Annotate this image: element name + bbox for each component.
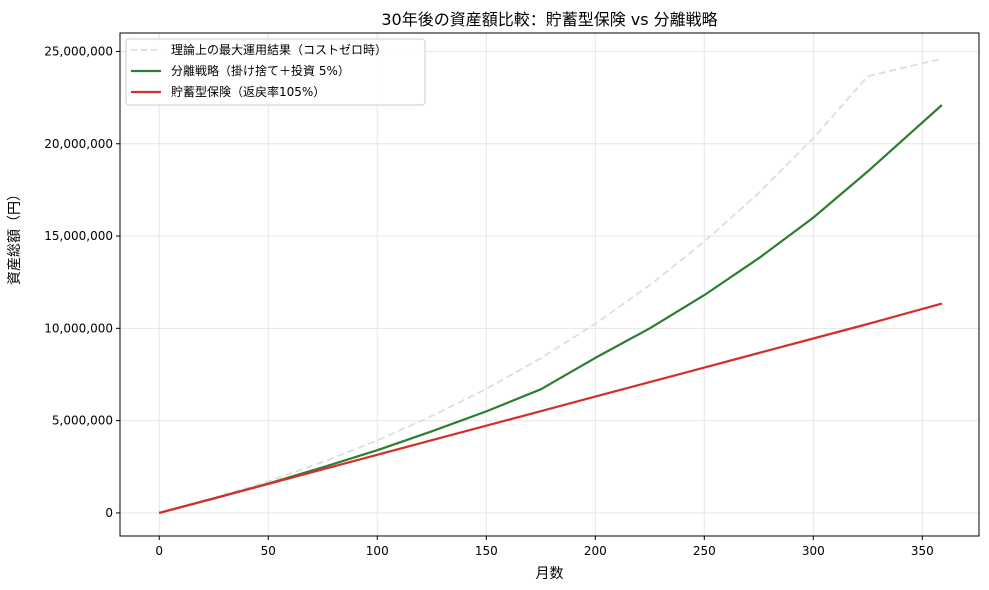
x-axis-label: 月数 (535, 566, 564, 582)
x-tick-label: 200 (584, 544, 607, 558)
y-tick-label: 10,000,000 (44, 321, 113, 335)
y-tick-label: 20,000,000 (44, 137, 113, 151)
x-tick-label: 150 (475, 544, 498, 558)
x-tick-label: 350 (911, 544, 934, 558)
x-tick-label: 100 (366, 544, 389, 558)
axes-frame (119, 32, 980, 537)
series-line-1 (158, 104, 943, 514)
x-tick-label: 0 (155, 544, 163, 558)
x-tick-label: 250 (693, 544, 716, 558)
chart-title: 30年後の資産額比較：貯蓄型保険 vs 分離戦略 (381, 10, 718, 29)
y-tick-label: 15,000,000 (44, 229, 113, 243)
y-tick-label: 5,000,000 (52, 414, 113, 428)
legend-box (125, 38, 426, 106)
y-tick-label: 25,000,000 (44, 44, 113, 58)
legend-label-1: 分離戦略（掛け捨て＋投資 5%） (171, 63, 350, 78)
x-tick-label: 50 (261, 544, 276, 558)
legend-label-2: 貯蓄型保険（返戻率105%） (171, 84, 325, 99)
x-tick-label: 300 (802, 544, 825, 558)
y-tick-label: 0 (105, 506, 113, 520)
legend: 理論上の最大運用結果（コストゼロ時） 分離戦略（掛け捨て＋投資 5%） 貯蓄型保険（… (125, 38, 426, 106)
legend-label-0: 理論上の最大運用結果（コストゼロ時） (171, 42, 387, 57)
series-line-0 (158, 57, 943, 514)
series-line-2 (158, 302, 943, 514)
